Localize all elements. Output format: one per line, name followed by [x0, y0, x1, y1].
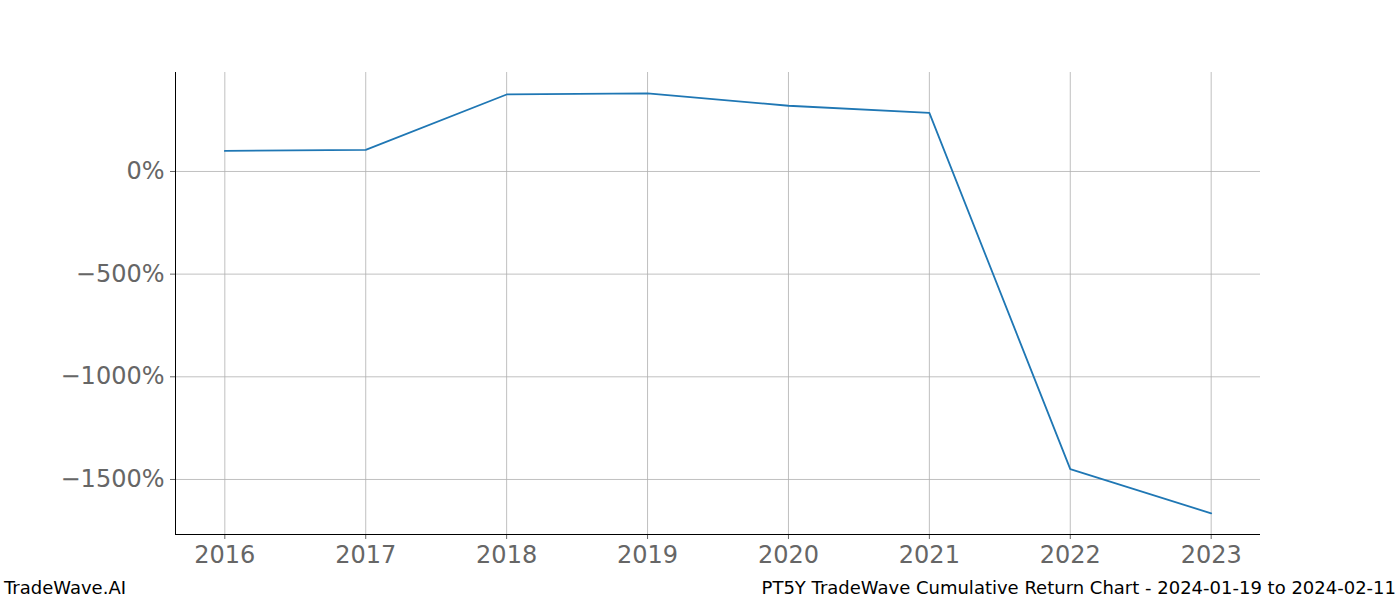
svg-text:2018: 2018: [476, 541, 537, 569]
svg-text:−500%: −500%: [76, 260, 165, 288]
svg-text:2017: 2017: [335, 541, 396, 569]
svg-text:−1000%: −1000%: [61, 362, 165, 390]
svg-text:2023: 2023: [1181, 541, 1242, 569]
svg-text:2016: 2016: [194, 541, 255, 569]
html-text:PT5Y TradeWave Cumulative Retu: PT5Y TradeWave Cumulative Return Chart -…: [761, 577, 1396, 598]
svg-text:2022: 2022: [1040, 541, 1101, 569]
svg-text:2020: 2020: [758, 541, 819, 569]
svg-text:2021: 2021: [899, 541, 960, 569]
svg-text:2019: 2019: [617, 541, 678, 569]
html-text:TradeWave.AI: TradeWave.AI: [4, 577, 126, 598]
svg-text:0%: 0%: [126, 157, 164, 185]
svg-text:−1500%: −1500%: [61, 465, 165, 493]
